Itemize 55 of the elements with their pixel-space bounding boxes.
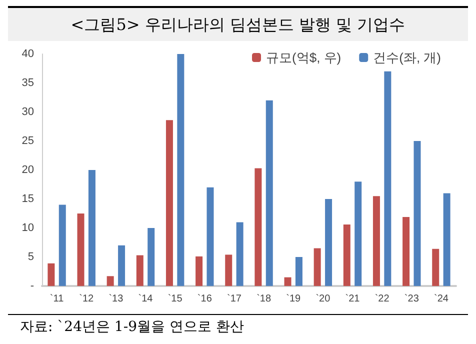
y-tick-label: 5 [28,251,34,263]
y-tick-label: - [30,280,34,292]
bar [166,120,173,286]
x-tick-label: `22 [374,294,390,304]
bar [443,193,450,286]
bar [236,222,244,286]
x-tick-label: `21 [345,294,360,304]
text: 자료: `24년은 1-9월을 연으로 환산 [8,314,468,336]
bar [177,54,184,286]
x-tick-label: `13 [108,294,124,304]
x-tick-label: `17 [226,294,242,304]
bar [432,248,440,286]
legend-label: 건수(좌, 개) [373,50,442,65]
x-tick-label: `19 [286,294,302,304]
bar [343,224,350,286]
bar [372,196,380,286]
y-tick-label: 15 [22,193,34,205]
x-tick-label: `16 [197,294,212,304]
x-tick-label: `14 [138,294,154,304]
y-tick-label: 25 [22,135,34,147]
y-tick-label: 35 [22,77,34,89]
y-tick-label: 40 [22,48,34,60]
y-tick-label: 10 [22,222,34,234]
bar [354,182,362,286]
x-tick-label: `12 [79,294,94,304]
bar [402,216,410,286]
bar [254,168,262,286]
bar [295,257,302,286]
bar [58,204,66,286]
bar [196,256,203,286]
x-tick-label: `18 [256,294,272,304]
bar [118,245,126,286]
bar [414,141,421,286]
bar [266,100,273,286]
bar [106,276,114,286]
bar [384,71,392,286]
bar [148,228,155,286]
bar [136,255,144,286]
chart-title: <그림5> 우리나라의 딤섬본드 발행 및 기업수 [8,6,468,41]
bar [314,248,321,286]
bar [88,170,96,286]
x-tick-label: `23 [404,294,420,304]
x-tick-label: `20 [316,294,331,304]
bar [77,214,84,286]
legend-label: 규모(억$, 우) [266,50,342,65]
y-tick-label: 20 [22,164,34,176]
y-tick-label: 30 [22,106,34,118]
x-tick-label: `11 [50,294,64,304]
x-tick-label: `24 [434,294,449,304]
bar [325,199,332,286]
bar [225,254,232,286]
bar [206,187,214,286]
x-tick-label: `15 [168,294,183,304]
bar [48,263,55,286]
bar [284,277,292,286]
